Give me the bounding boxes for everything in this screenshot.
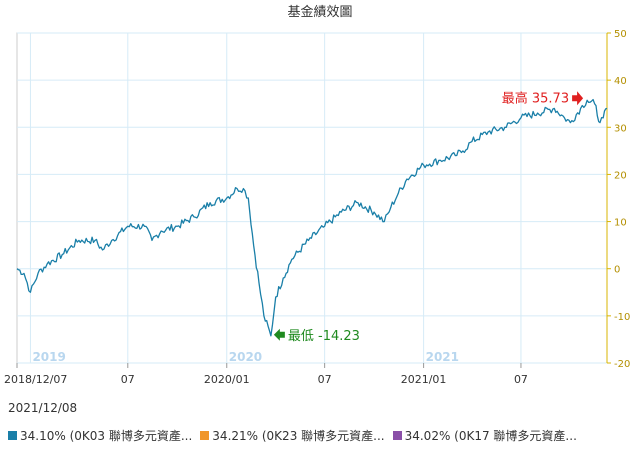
year-label: 2020 [229, 350, 262, 364]
grid-lines [17, 32, 607, 364]
y-tick-label: 50 [614, 29, 627, 40]
legend-item[interactable]: 34.21% (0K23 聯博多元資產... [200, 427, 385, 444]
legend-text: 34.21% (0K23 聯博多元資產... [212, 429, 385, 443]
y-tick-label: 30 [614, 123, 627, 134]
high-annotation: 最高 35.73 [502, 90, 584, 106]
arrow-left-icon [273, 328, 285, 341]
x-tick-label: 07 [318, 373, 332, 386]
legend: 34.10% (0K03 聯博多元資產... 34.21% (0K23 聯博多元… [8, 427, 585, 444]
series-line [16, 98, 608, 337]
year-label: 2019 [32, 350, 65, 364]
y-tick-label: 20 [614, 170, 627, 181]
plot-area [16, 32, 608, 364]
x-tick-label: 2020/01 [204, 373, 250, 386]
y-axis-ticks: 50 40 30 20 10 0 -10 -20 [607, 29, 630, 370]
x-tick-label: 07 [121, 373, 135, 386]
y-tick-label: -10 [614, 312, 630, 323]
legend-swatch [200, 431, 210, 440]
legend-item[interactable]: 34.10% (0K03 聯博多元資產... [8, 427, 192, 444]
y-tick-label: 10 [614, 218, 627, 229]
legend-text: 34.02% (0K17 聯博多元資產... [404, 429, 577, 443]
low-annotation-value: -14.23 [318, 329, 360, 344]
x-tick-label: 2018/12/07 [4, 373, 67, 386]
legend-text: 34.10% (0K03 聯博多元資產... [20, 429, 193, 443]
high-annotation-text: 最高 35.73 [502, 90, 569, 106]
y-tick-label: 0 [614, 265, 620, 276]
legend-item[interactable]: 34.02% (0K17 聯博多元資產... [392, 427, 577, 444]
x-tick-label: 2021/01 [401, 373, 447, 386]
x-tick-label: 07 [514, 373, 528, 386]
low-annotation: 最低 -14.23 [273, 328, 360, 344]
year-label: 2021 [426, 350, 459, 364]
chart-title: 基金績效圖 [287, 4, 352, 20]
low-annotation-text: 最低 -14.23 [288, 329, 360, 344]
arrow-right-icon [572, 91, 584, 106]
y-tick-label: 40 [614, 76, 627, 87]
legend-swatch [392, 431, 402, 440]
year-watermarks: 2019 2020 2021 [32, 350, 459, 364]
x-axis-ticks: 2018/12/07 07 2020/01 07 2021/01 07 [4, 363, 528, 386]
legend-swatch [8, 431, 17, 440]
fund-performance-chart: 基金績效圖 2019 2020 2021 50 40 30 20 10 0 -10 -20 201… [4, 4, 630, 386]
y-tick-label: -20 [614, 359, 630, 370]
low-annotation-label: 最低 [288, 329, 314, 344]
as-of-date: 2021/12/08 [8, 401, 78, 415]
high-annotation-label: 最高 [502, 90, 528, 106]
high-annotation-value: 35.73 [532, 91, 569, 106]
